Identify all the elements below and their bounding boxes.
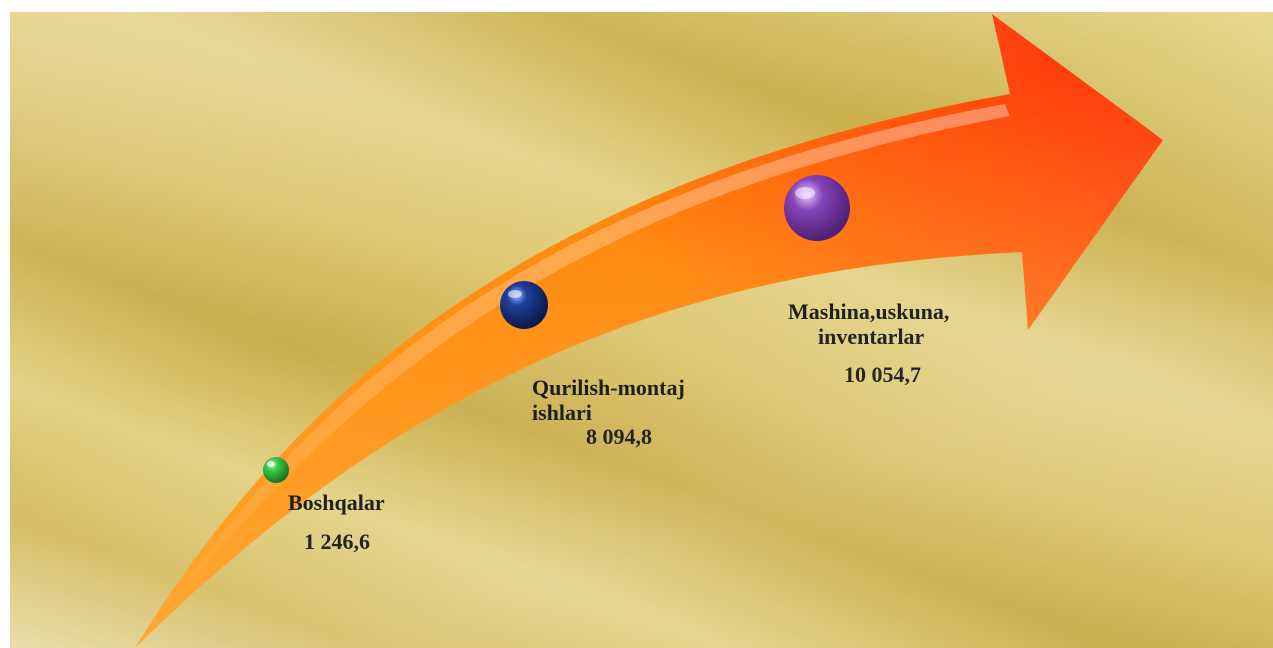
label-mashina: Mashina,uskuna, inventarlar 10 054,7 [788,299,950,388]
arrow-shape [135,14,1163,648]
label-name-line2: ishlari [532,399,592,425]
marker-boshqalar-dot [263,457,289,483]
marker-qurilish-dot [500,281,548,329]
label-value: 10 054,7 [844,362,921,388]
label-name: Mashina,uskuna, [788,299,950,324]
label-boshqalar: Boshqalar 1 246,6 [288,490,385,554]
label-qurilish-montaj: Qurilish-montaj ishlari 8 094,8 [532,375,685,450]
growth-arrow [135,14,1163,648]
label-name-line2: inventarlar [818,323,925,349]
label-value: 1 246,6 [304,528,370,554]
label-name: Boshqalar [288,490,385,515]
diagram-canvas: Boshqalar 1 246,6 Qurilish-montaj ishlar… [10,12,1273,648]
label-value: 8 094,8 [586,424,652,450]
label-name: Qurilish-montaj [532,375,685,400]
marker-mashina-dot [784,175,850,241]
